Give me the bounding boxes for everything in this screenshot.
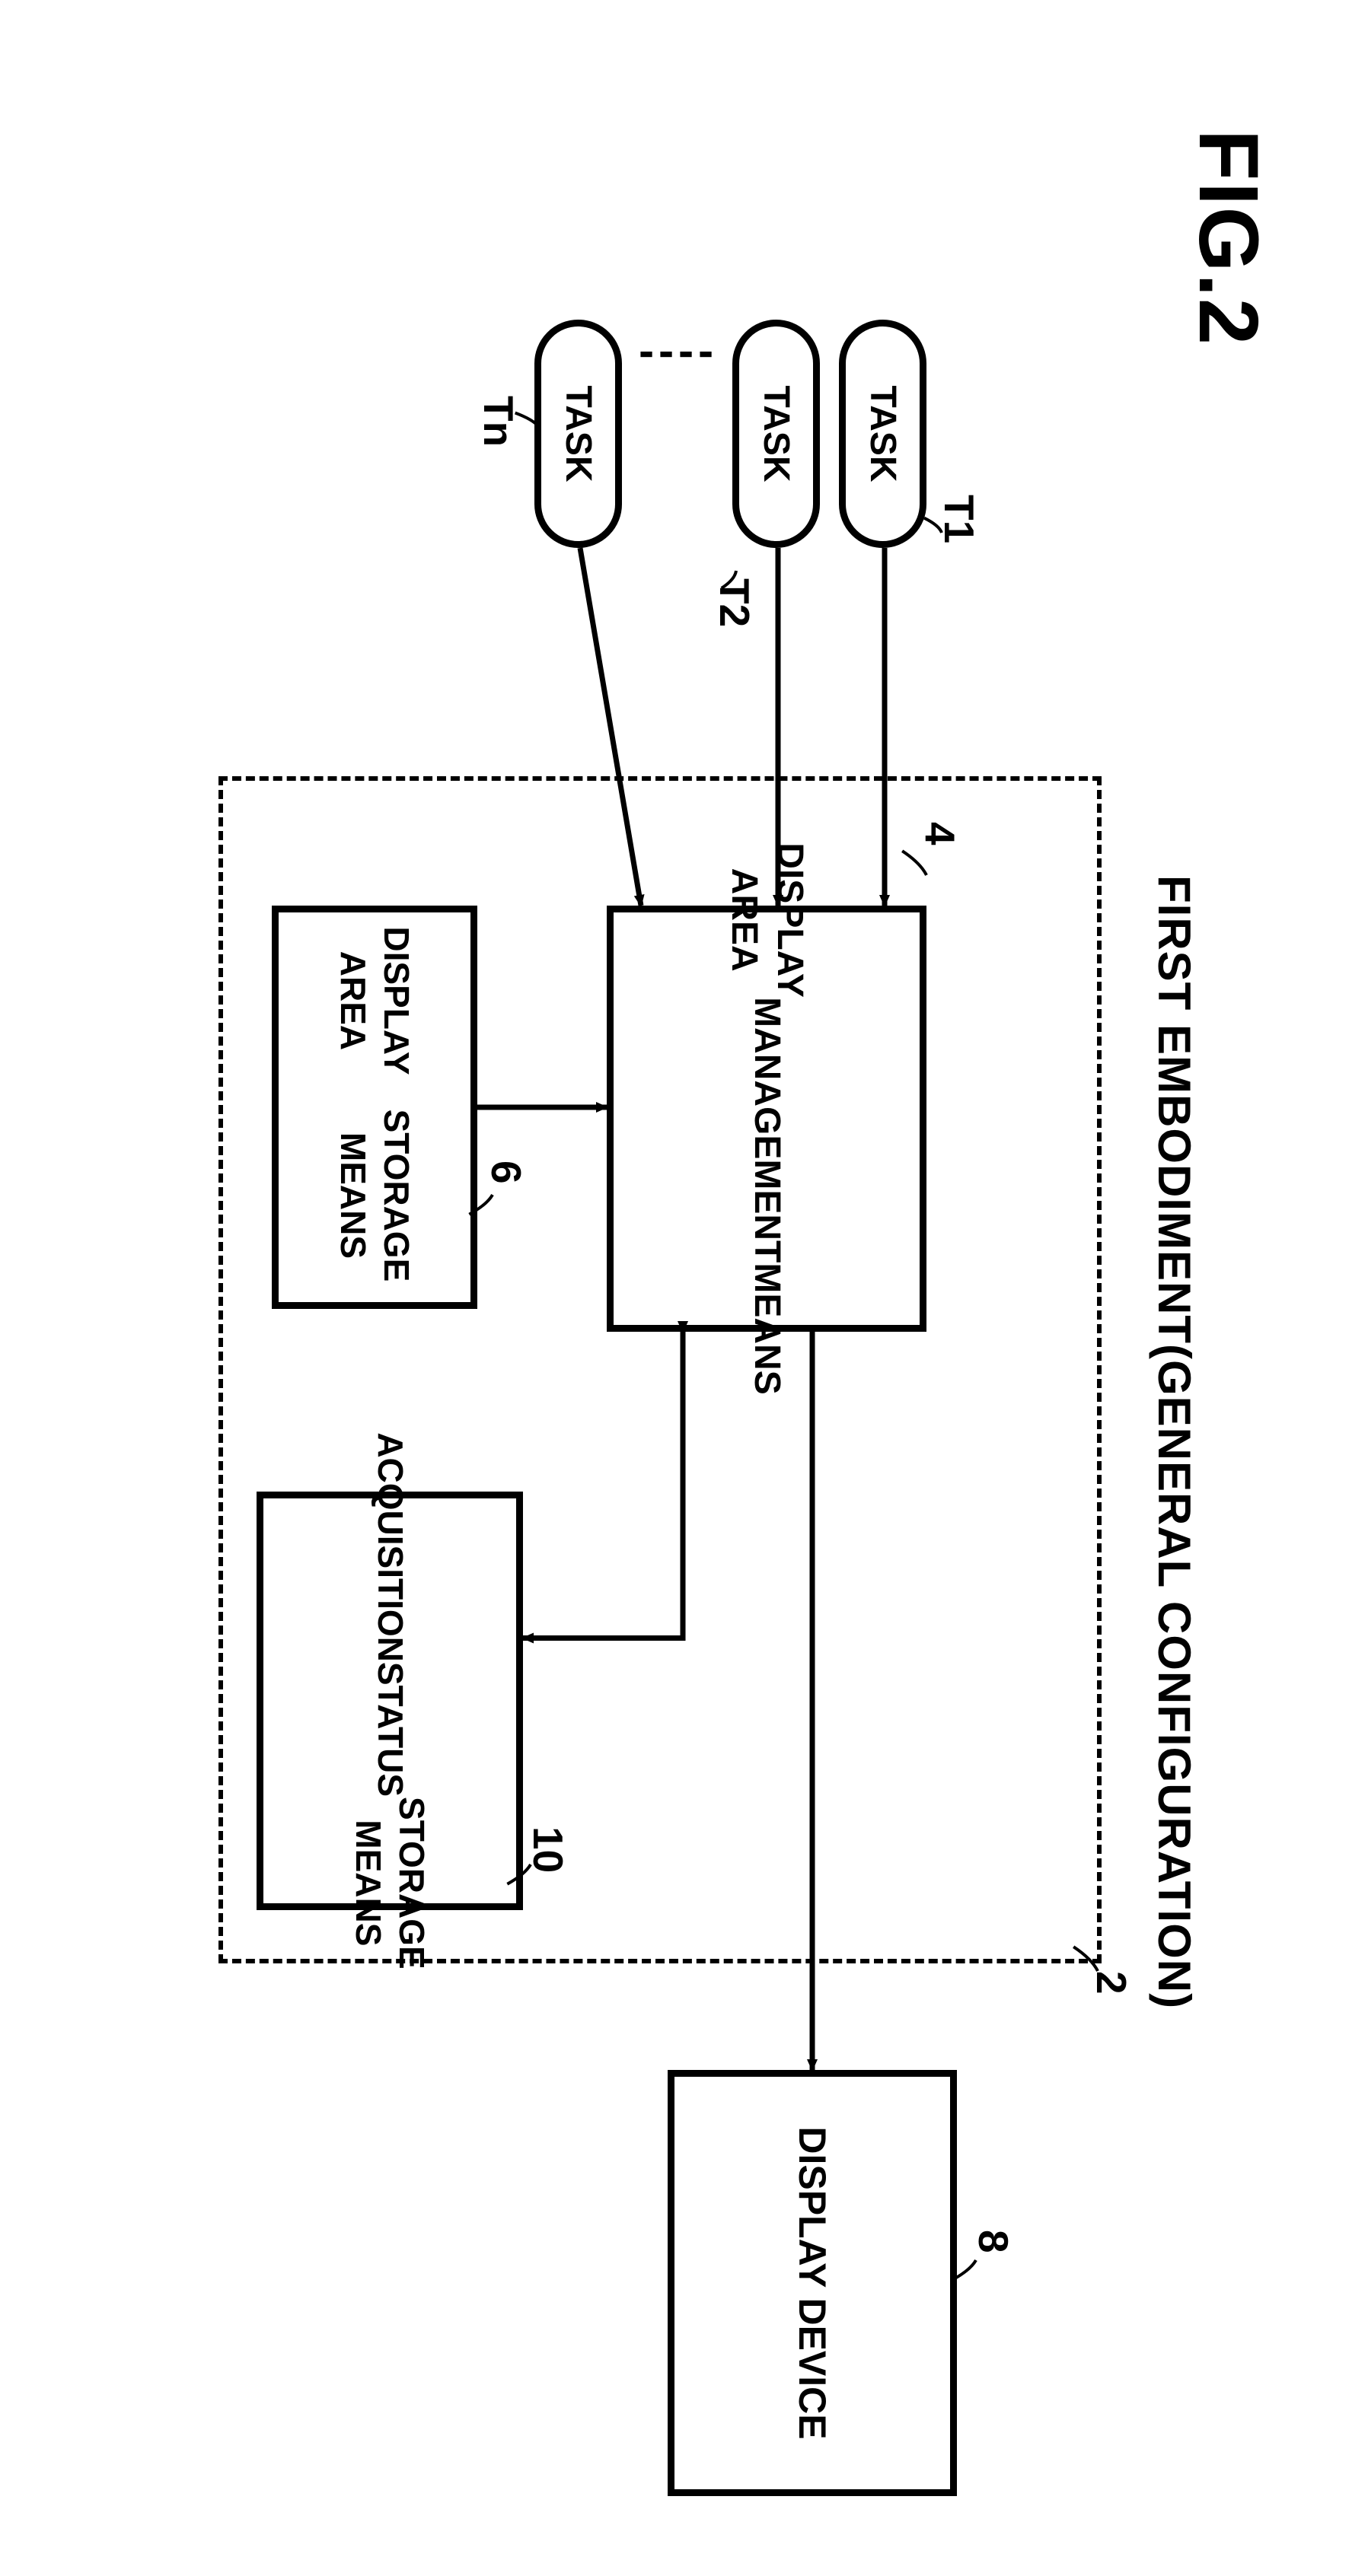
ref-label: 2 — [1087, 1971, 1136, 1995]
ref-label: T2 — [710, 578, 759, 627]
box-text-line: DISPLAY DEVICE — [789, 2126, 837, 2439]
task-label: TASK — [755, 385, 797, 482]
acquisition-status-storage-box: ACQUISITIONSTATUSSTORAGE MEANS — [257, 1492, 523, 1910]
display-area-management-box: DISPLAY AREAMANAGEMENTMEANS — [607, 906, 926, 1332]
diagram-title: FIRST EMBODIMENT(GENERAL CONFIGURATION) — [1148, 875, 1201, 2009]
box-text-line: STATUS — [368, 1662, 412, 1797]
ref-label: T1 — [935, 495, 984, 543]
task-ellipsis: ---- — [634, 332, 713, 384]
box-text-line: MEANS — [744, 1263, 789, 1394]
figure-label: FIG.2 — [1180, 129, 1277, 346]
task-pill: TASK — [839, 320, 926, 548]
display-area-storage-box: DISPLAY AREASTORAGE MEANS — [272, 906, 477, 1309]
task-label: TASK — [557, 385, 599, 482]
box-text-line: ACQUISITION — [368, 1432, 412, 1662]
task-pill: TASK — [534, 320, 622, 548]
display-device-box: DISPLAY DEVICE — [668, 2070, 957, 2496]
box-text-line: DISPLAY AREA — [331, 912, 419, 1089]
ref-label: Tn — [474, 396, 523, 447]
page: FIG.2 FIRST EMBODIMENT(GENERAL CONFIGURA… — [0, 0, 1368, 2576]
ref-label: 6 — [482, 1161, 531, 1184]
box-text-line: STORAGE MEANS — [346, 1797, 434, 1969]
box-text-line: MANAGEMENT — [744, 997, 789, 1263]
task-pill: TASK — [732, 320, 820, 548]
diagram-canvas: FIG.2 FIRST EMBODIMENT(GENERAL CONFIGURA… — [0, 0, 1368, 2576]
ref-label: 10 — [524, 1826, 572, 1873]
ref-label: 8 — [969, 2230, 1018, 2253]
rotated-canvas: FIG.2 FIRST EMBODIMENT(GENERAL CONFIGURA… — [0, 0, 1368, 2576]
task-label: TASK — [862, 385, 904, 482]
box-text-line: DISPLAY AREA — [721, 842, 812, 997]
ref-label: 4 — [916, 822, 965, 845]
box-text-line: STORAGE MEANS — [331, 1089, 419, 1302]
